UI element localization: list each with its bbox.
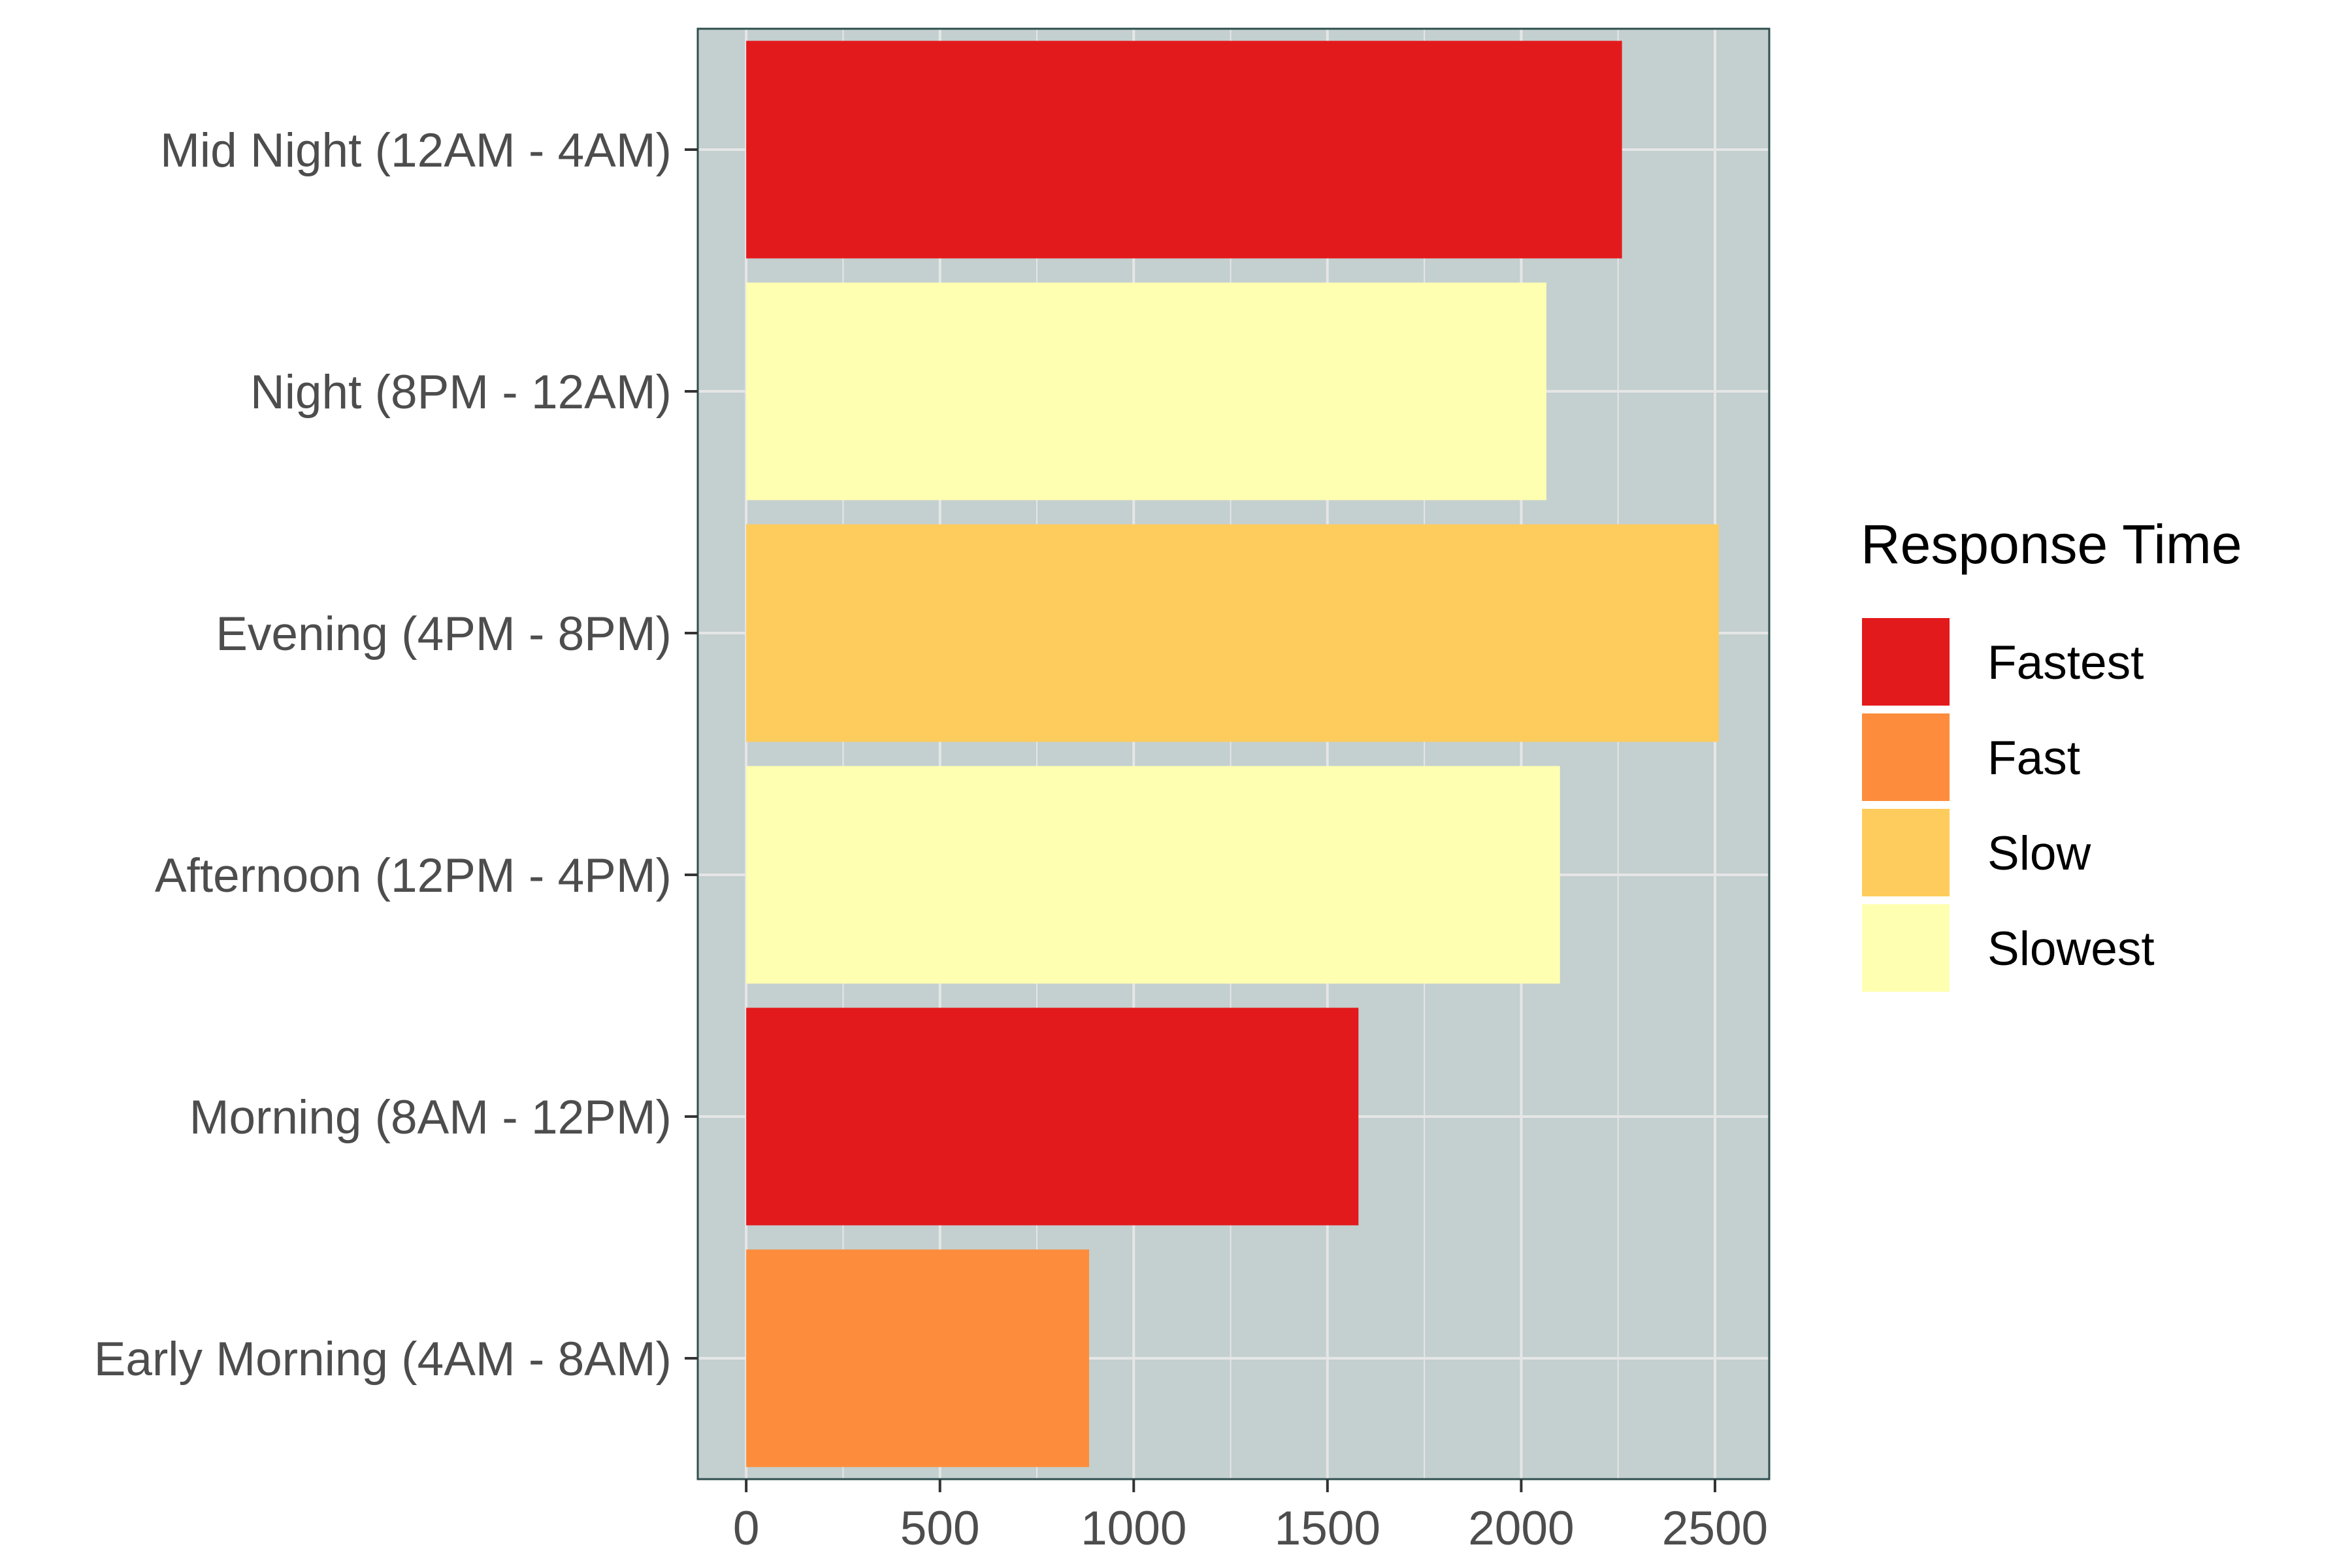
- bar: [746, 1007, 1359, 1226]
- y-tick-label: Early Morning (4AM - 8AM): [94, 1333, 672, 1386]
- legend-key: [1859, 615, 1952, 708]
- y-tick-label: Night (8PM - 12AM): [250, 366, 672, 419]
- panel-background: [698, 29, 1769, 1479]
- bars: [746, 41, 1719, 1467]
- x-tick-label: 500: [900, 1502, 980, 1555]
- legend-label: Slow: [1987, 827, 2091, 880]
- bar: [746, 1249, 1090, 1467]
- y-tick-label: Morning (8AM - 12PM): [189, 1091, 672, 1144]
- legend-key: [1859, 806, 1952, 899]
- bar: [746, 282, 1546, 500]
- bar: [746, 41, 1622, 259]
- legend: Response Time Fastest Fast Slow Slowest: [1859, 514, 2242, 994]
- y-tick-label: Mid Night (12AM - 4AM): [160, 124, 672, 177]
- x-tick-label: 0: [733, 1502, 760, 1555]
- x-tick-label: 2500: [1662, 1502, 1768, 1555]
- legend-key: [1859, 711, 1952, 804]
- legend-key: [1859, 902, 1952, 994]
- y-axis: Early Morning (4AM - 8AM) Morning (8AM - …: [94, 124, 698, 1386]
- legend-label: Slowest: [1987, 923, 2155, 975]
- legend-label: Fast: [1987, 732, 2080, 785]
- x-axis: 0 500 1000 1500 2000 2500: [733, 1479, 1768, 1555]
- legend-title: Response Time: [1861, 514, 2242, 575]
- y-tick-label: Afternoon (12PM - 4PM): [155, 849, 672, 902]
- panel-border: [696, 27, 1771, 1480]
- bar: [746, 524, 1719, 742]
- bar: [746, 766, 1560, 984]
- x-tick-label: 1500: [1275, 1502, 1380, 1555]
- legend-label: Fastest: [1987, 636, 2144, 689]
- x-tick-label: 1000: [1081, 1502, 1186, 1555]
- x-tick-label: 2000: [1468, 1502, 1574, 1555]
- y-tick-label: Evening (4PM - 8PM): [216, 608, 672, 661]
